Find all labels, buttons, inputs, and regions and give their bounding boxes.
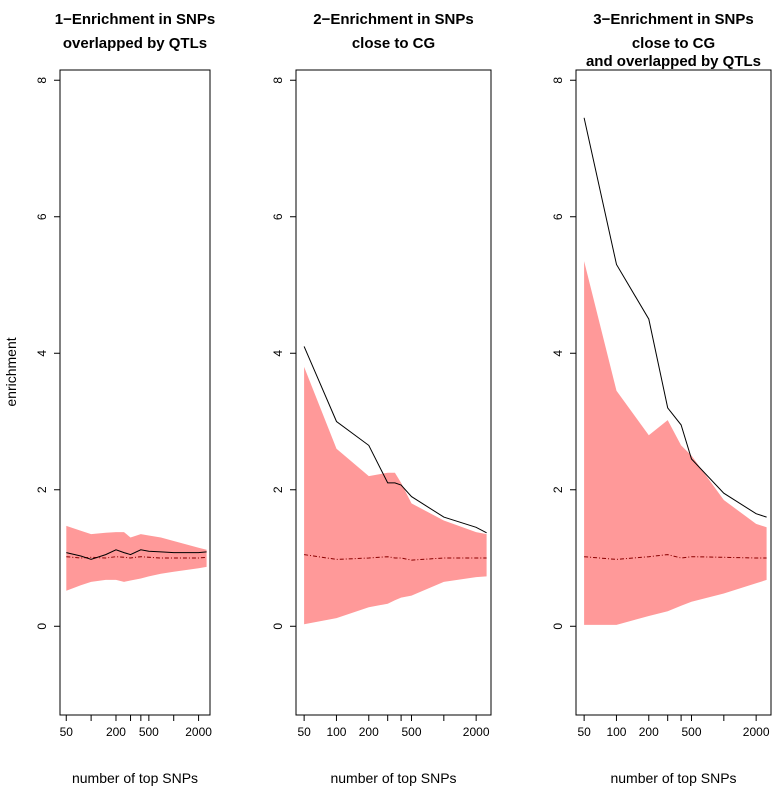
expected-line xyxy=(66,556,207,559)
chart-title-line: 2−Enrichment in SNPs xyxy=(313,11,473,28)
x-tick-label: 100 xyxy=(606,725,626,739)
chart-panel-2: 2−Enrichment in SNPs close to CG 0 2 4 6 8 50 10… xyxy=(271,11,492,786)
x-tick-label: 500 xyxy=(681,725,701,739)
confidence-band xyxy=(66,525,207,591)
x-tick-label: 200 xyxy=(106,725,126,739)
y-tick-label: 0 xyxy=(271,623,285,630)
chart-panel-1: 1−Enrichment in SNPs overlapped by QTLs 0 2… xyxy=(35,11,215,786)
x-tick-label: 200 xyxy=(359,725,379,739)
y-tick-label: 4 xyxy=(271,350,285,357)
plot-frame xyxy=(59,69,211,716)
chart-title-line: close to CG xyxy=(632,35,715,52)
y-tick-label: 0 xyxy=(35,623,49,630)
y-tick-label: 0 xyxy=(551,623,565,630)
x-tick-label: 2000 xyxy=(743,725,770,739)
y-tick-label: 6 xyxy=(35,213,49,220)
expected-line xyxy=(584,554,767,560)
observed-line xyxy=(66,549,207,560)
chart-title-line: 3−Enrichment in SNPs xyxy=(593,11,753,28)
expected-line xyxy=(304,554,487,561)
x-tick-label: 50 xyxy=(297,725,311,739)
x-tick-label: 2000 xyxy=(463,725,490,739)
y-tick-label: 4 xyxy=(35,350,49,357)
y-tick-label: 6 xyxy=(551,213,565,220)
observed-line xyxy=(583,117,767,518)
x-tick-label: 2000 xyxy=(185,725,212,739)
y-tick-label: 2 xyxy=(35,486,49,493)
confidence-band xyxy=(584,261,767,625)
x-axis-label: number of top SNPs xyxy=(610,770,736,786)
chart-title-line: and overlapped by QTLs xyxy=(586,53,761,70)
chart-title-line: 1−Enrichment in SNPs xyxy=(55,11,215,28)
y-tick-label: 2 xyxy=(551,486,565,493)
x-tick-label: 500 xyxy=(139,725,159,739)
x-axis-label: number of top SNPs xyxy=(330,770,456,786)
chart-title-line: close to CG xyxy=(352,35,435,52)
y-tick-label: 4 xyxy=(551,350,565,357)
plot-frame xyxy=(295,69,492,716)
x-tick-label: 50 xyxy=(577,725,591,739)
y-tick-label: 8 xyxy=(35,77,49,84)
x-tick-label: 200 xyxy=(639,725,659,739)
chart-title-line: overlapped by QTLs xyxy=(63,35,207,52)
x-tick-label: 50 xyxy=(60,725,74,739)
y-tick-label: 6 xyxy=(271,213,285,220)
x-axis-label: number of top SNPs xyxy=(72,770,198,786)
plot-frame xyxy=(575,69,772,716)
x-tick-label: 500 xyxy=(401,725,421,739)
confidence-band xyxy=(304,366,487,625)
y-tick-label: 2 xyxy=(271,486,285,493)
y-tick-label: 8 xyxy=(271,77,285,84)
x-tick-label: 100 xyxy=(326,725,346,739)
observed-line xyxy=(303,346,487,534)
y-tick-label: 8 xyxy=(551,77,565,84)
y-axis-label: enrichment xyxy=(3,337,19,406)
